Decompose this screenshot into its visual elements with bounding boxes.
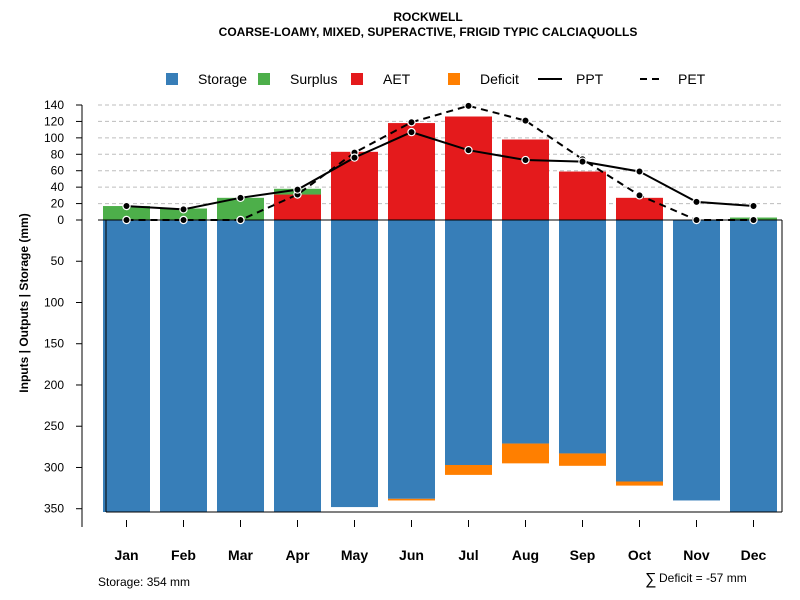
surplus-bar-jan xyxy=(103,206,150,220)
y-tick-label-200: 200 xyxy=(44,378,64,392)
storage-bar-dec xyxy=(730,220,777,513)
pet-point-mar xyxy=(236,215,245,225)
deficit-bar-sep xyxy=(559,453,606,466)
legend-label-surplus: Surplus xyxy=(290,71,337,87)
storage-bar-may xyxy=(331,220,378,508)
ppt-point-may xyxy=(350,153,359,162)
y-tick-label-50: 50 xyxy=(51,254,65,268)
legend-label-storage: Storage xyxy=(198,71,247,87)
storage-bar-sep xyxy=(559,220,606,454)
y-tick-label-80: 80 xyxy=(51,147,65,161)
x-tick-label-may: May xyxy=(341,547,368,563)
grid xyxy=(98,104,782,205)
ppt-point-oct xyxy=(635,167,644,176)
y-tick-label-20: 20 xyxy=(51,197,65,211)
ppt-point-jan xyxy=(122,201,131,211)
y-tick-label-140: 140 xyxy=(44,98,64,112)
legend-swatch-deficit xyxy=(448,73,460,85)
ppt-point-aug xyxy=(521,155,530,165)
storage-bar-oct xyxy=(616,220,663,482)
pet-point-aug xyxy=(521,116,530,125)
aet-bar-jul xyxy=(445,116,492,220)
deficit-bar-jul xyxy=(445,464,492,475)
x-tick-label-jun: Jun xyxy=(399,547,424,563)
bars xyxy=(98,116,783,513)
axes: 14012010080604020050100150200250300350Ja… xyxy=(44,98,767,563)
x-tick-label-sep: Sep xyxy=(570,547,596,563)
ppt-point-feb xyxy=(179,205,188,214)
x-tick-label-feb: Feb xyxy=(171,547,196,563)
chart-subtitle: COARSE-LOAMY, MIXED, SUPERACTIVE, FRIGID… xyxy=(219,25,638,39)
y-tick-label-150: 150 xyxy=(44,337,64,351)
y-tick-label-300: 300 xyxy=(44,460,64,474)
ppt-point-jul xyxy=(464,145,473,155)
pet-point-nov xyxy=(692,215,701,225)
aet-bar-oct xyxy=(616,197,663,220)
aet-bar-apr xyxy=(274,194,321,220)
x-tick-label-aug: Aug xyxy=(512,547,539,563)
y-tick-label-350: 350 xyxy=(44,502,64,516)
ppt-point-mar xyxy=(236,193,245,203)
ppt-line xyxy=(126,131,754,211)
aet-bar-sep xyxy=(559,171,606,220)
ppt-point-sep xyxy=(578,157,587,166)
ppt-point-dec xyxy=(749,201,758,211)
x-tick-label-jan: Jan xyxy=(114,547,138,563)
storage-bar-nov xyxy=(673,220,720,501)
x-tick-label-apr: Apr xyxy=(285,547,310,563)
surplus-bar-feb xyxy=(160,208,207,220)
pet-point-jun xyxy=(407,118,416,127)
x-tick-label-oct: Oct xyxy=(628,547,652,563)
y-tick-label-250: 250 xyxy=(44,419,64,433)
x-tick-label-jul: Jul xyxy=(458,547,478,563)
pet-point-oct xyxy=(635,191,644,200)
storage-bar-feb xyxy=(160,220,207,513)
deficit-bar-aug xyxy=(502,443,549,464)
pet-point-jan xyxy=(122,215,131,225)
legend-swatch-surplus xyxy=(258,73,270,85)
legend: Storage Surplus AET Deficit PPT PET xyxy=(166,71,706,87)
storage-bar-mar xyxy=(217,220,264,513)
ppt-point-apr xyxy=(293,185,302,194)
y-tick-label-40: 40 xyxy=(51,180,65,194)
storage-bar-jan xyxy=(103,220,150,513)
storage-note: Storage: 354 mm xyxy=(98,575,190,589)
y-tick-label-60: 60 xyxy=(51,164,65,178)
storage-bar-jul xyxy=(445,220,492,465)
legend-label-deficit: Deficit xyxy=(480,71,519,87)
legend-label-aet: AET xyxy=(383,71,411,87)
legend-swatch-aet xyxy=(351,73,363,85)
aet-bar-may xyxy=(331,151,378,220)
pet-point-dec xyxy=(749,215,758,225)
x-tick-label-mar: Mar xyxy=(228,547,253,563)
pet-point-jul xyxy=(464,101,473,111)
deficit-note: Deficit = -57 mm xyxy=(659,571,747,585)
deficit-bar-oct xyxy=(616,481,663,486)
x-tick-label-dec: Dec xyxy=(741,547,767,563)
pet-line xyxy=(126,104,754,221)
legend-label-ppt: PPT xyxy=(576,71,604,87)
y-tick-label-120: 120 xyxy=(44,114,64,128)
chart-title: ROCKWELL xyxy=(393,10,462,24)
sum-symbol: ∑ xyxy=(645,571,656,588)
y-tick-label-100: 100 xyxy=(44,295,64,309)
storage-bar-jun xyxy=(388,220,435,499)
ppt-point-nov xyxy=(692,197,701,207)
storage-bar-aug xyxy=(502,220,549,444)
aet-bar-aug xyxy=(502,139,549,220)
x-tick-label-nov: Nov xyxy=(683,547,710,563)
lines xyxy=(122,101,758,225)
pet-point-feb xyxy=(179,215,188,225)
deficit-bar-jun xyxy=(388,498,435,501)
legend-label-pet: PET xyxy=(678,71,706,87)
y-axis-label: Inputs | Outputs | Storage (mm) xyxy=(17,213,31,392)
y-tick-label-100: 100 xyxy=(44,131,64,145)
storage-bar-apr xyxy=(274,220,321,513)
ppt-point-jun xyxy=(407,127,416,137)
legend-swatch-storage xyxy=(166,73,178,85)
y-tick-label-0: 0 xyxy=(57,213,64,227)
